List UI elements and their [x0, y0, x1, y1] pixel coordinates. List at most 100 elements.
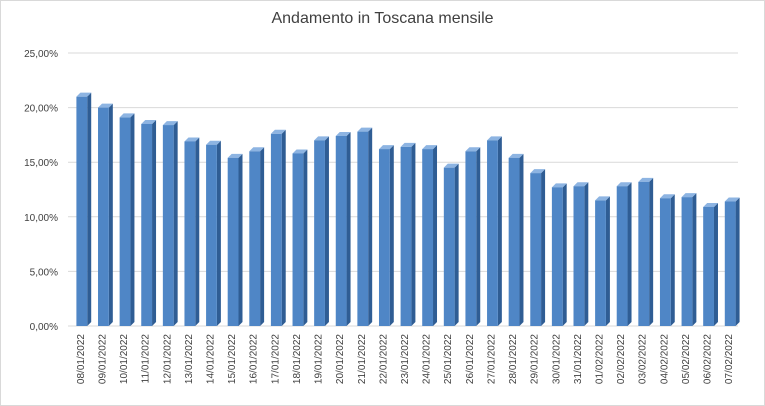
bars [76, 92, 740, 327]
bar-top [595, 196, 610, 201]
bar-front [530, 173, 542, 326]
bar-front [551, 187, 563, 326]
bar-front [465, 151, 477, 326]
bar-side [87, 92, 92, 327]
bar-side [713, 202, 718, 326]
x-tick-label: 15/01/2022 [227, 334, 238, 384]
bar-side [281, 129, 286, 326]
bar-side [108, 103, 113, 326]
bar [530, 169, 546, 326]
bar [206, 140, 221, 326]
bar [487, 136, 502, 326]
bar-front [595, 200, 606, 326]
bar-front [443, 167, 455, 326]
x-tick-label: 05/02/2022 [681, 334, 692, 384]
bar-top [292, 149, 308, 154]
x-tick-label: 28/01/2022 [508, 334, 519, 384]
bar-side [389, 145, 394, 326]
bar-front [98, 107, 109, 326]
x-axis-ticks: 08/01/2022 09/01/2022 10/01/2022 11/01/2022… [76, 334, 735, 384]
bar-front [141, 123, 153, 326]
y-tick-label: 0,00% [30, 322, 58, 333]
bar-front [206, 144, 217, 326]
bar [378, 145, 394, 326]
bar-top [249, 147, 265, 152]
x-tick-label: 21/01/2022 [357, 334, 368, 384]
bar [422, 145, 438, 326]
bar-top [119, 113, 135, 118]
x-tick-label: 17/01/2022 [270, 334, 281, 384]
bar-side [303, 149, 308, 326]
bar-top [703, 202, 718, 207]
bar-side [130, 113, 135, 326]
chart-title: Andamento in Toscana mensile [271, 10, 494, 27]
x-tick-label: 22/01/2022 [378, 334, 389, 384]
bar-top [270, 129, 286, 134]
bar-top [162, 121, 178, 126]
bar [141, 119, 157, 326]
bar-top [184, 137, 200, 142]
bar-front [184, 141, 196, 326]
bar [335, 131, 351, 326]
bar [98, 103, 113, 326]
bar-side [476, 147, 481, 326]
bar-top [638, 177, 654, 182]
bar [465, 147, 481, 326]
bar-side [152, 119, 157, 326]
bar-top [487, 136, 502, 141]
y-axis-ticks: 0,00% 5,00% 10,00% 15,00% 20,00% 25,00% [24, 49, 58, 333]
bar-top [314, 136, 329, 141]
bar-top [141, 119, 157, 124]
bar [443, 163, 459, 326]
bar-front [659, 198, 671, 326]
bar [508, 153, 524, 326]
x-tick-label: 30/01/2022 [551, 334, 562, 384]
bar-side [238, 153, 243, 326]
x-tick-label: 18/01/2022 [292, 334, 303, 384]
bar-front [119, 117, 131, 326]
bar-side [368, 127, 373, 327]
bar-side [541, 169, 546, 326]
bar-side [670, 194, 675, 326]
y-tick-label: 10,00% [24, 213, 58, 224]
x-tick-label: 08/01/2022 [76, 334, 87, 384]
bar-top [76, 92, 92, 97]
bar-side [346, 131, 351, 326]
x-tick-label: 16/01/2022 [249, 334, 260, 384]
bar-side [216, 140, 221, 326]
y-tick-label: 15,00% [24, 158, 58, 169]
x-tick-label: 09/01/2022 [97, 334, 108, 384]
bar-front [400, 146, 412, 326]
bar-front [335, 135, 347, 326]
bar-side [324, 136, 329, 326]
bar-front [681, 197, 693, 326]
x-tick-label: 20/01/2022 [335, 334, 346, 384]
bar [659, 194, 675, 326]
y-tick-label: 5,00% [30, 267, 58, 278]
bar-side [433, 145, 438, 326]
x-tick-label: 11/01/2022 [141, 334, 152, 384]
bar-side [605, 196, 610, 326]
bar-side [497, 136, 502, 326]
x-tick-label: 07/02/2022 [724, 334, 735, 384]
bar-side [627, 182, 632, 326]
bar-top [422, 145, 438, 150]
bar-side [260, 147, 265, 326]
bar-front [292, 153, 304, 326]
bar-side [584, 182, 589, 326]
bar-top [227, 153, 243, 158]
bar-front [357, 131, 369, 326]
x-tick-label: 27/01/2022 [486, 334, 497, 384]
bar [573, 182, 589, 326]
x-tick-label: 24/01/2022 [422, 334, 433, 384]
bar-top [616, 182, 632, 187]
bar-front [573, 186, 585, 326]
bar-top [659, 194, 675, 199]
x-tick-label: 25/01/2022 [443, 334, 454, 384]
bar-top [573, 182, 589, 187]
bar-front [487, 140, 498, 326]
bar [703, 202, 718, 326]
bar-front [314, 140, 325, 326]
x-tick-label: 29/01/2022 [530, 334, 541, 384]
x-tick-label: 13/01/2022 [184, 334, 195, 384]
